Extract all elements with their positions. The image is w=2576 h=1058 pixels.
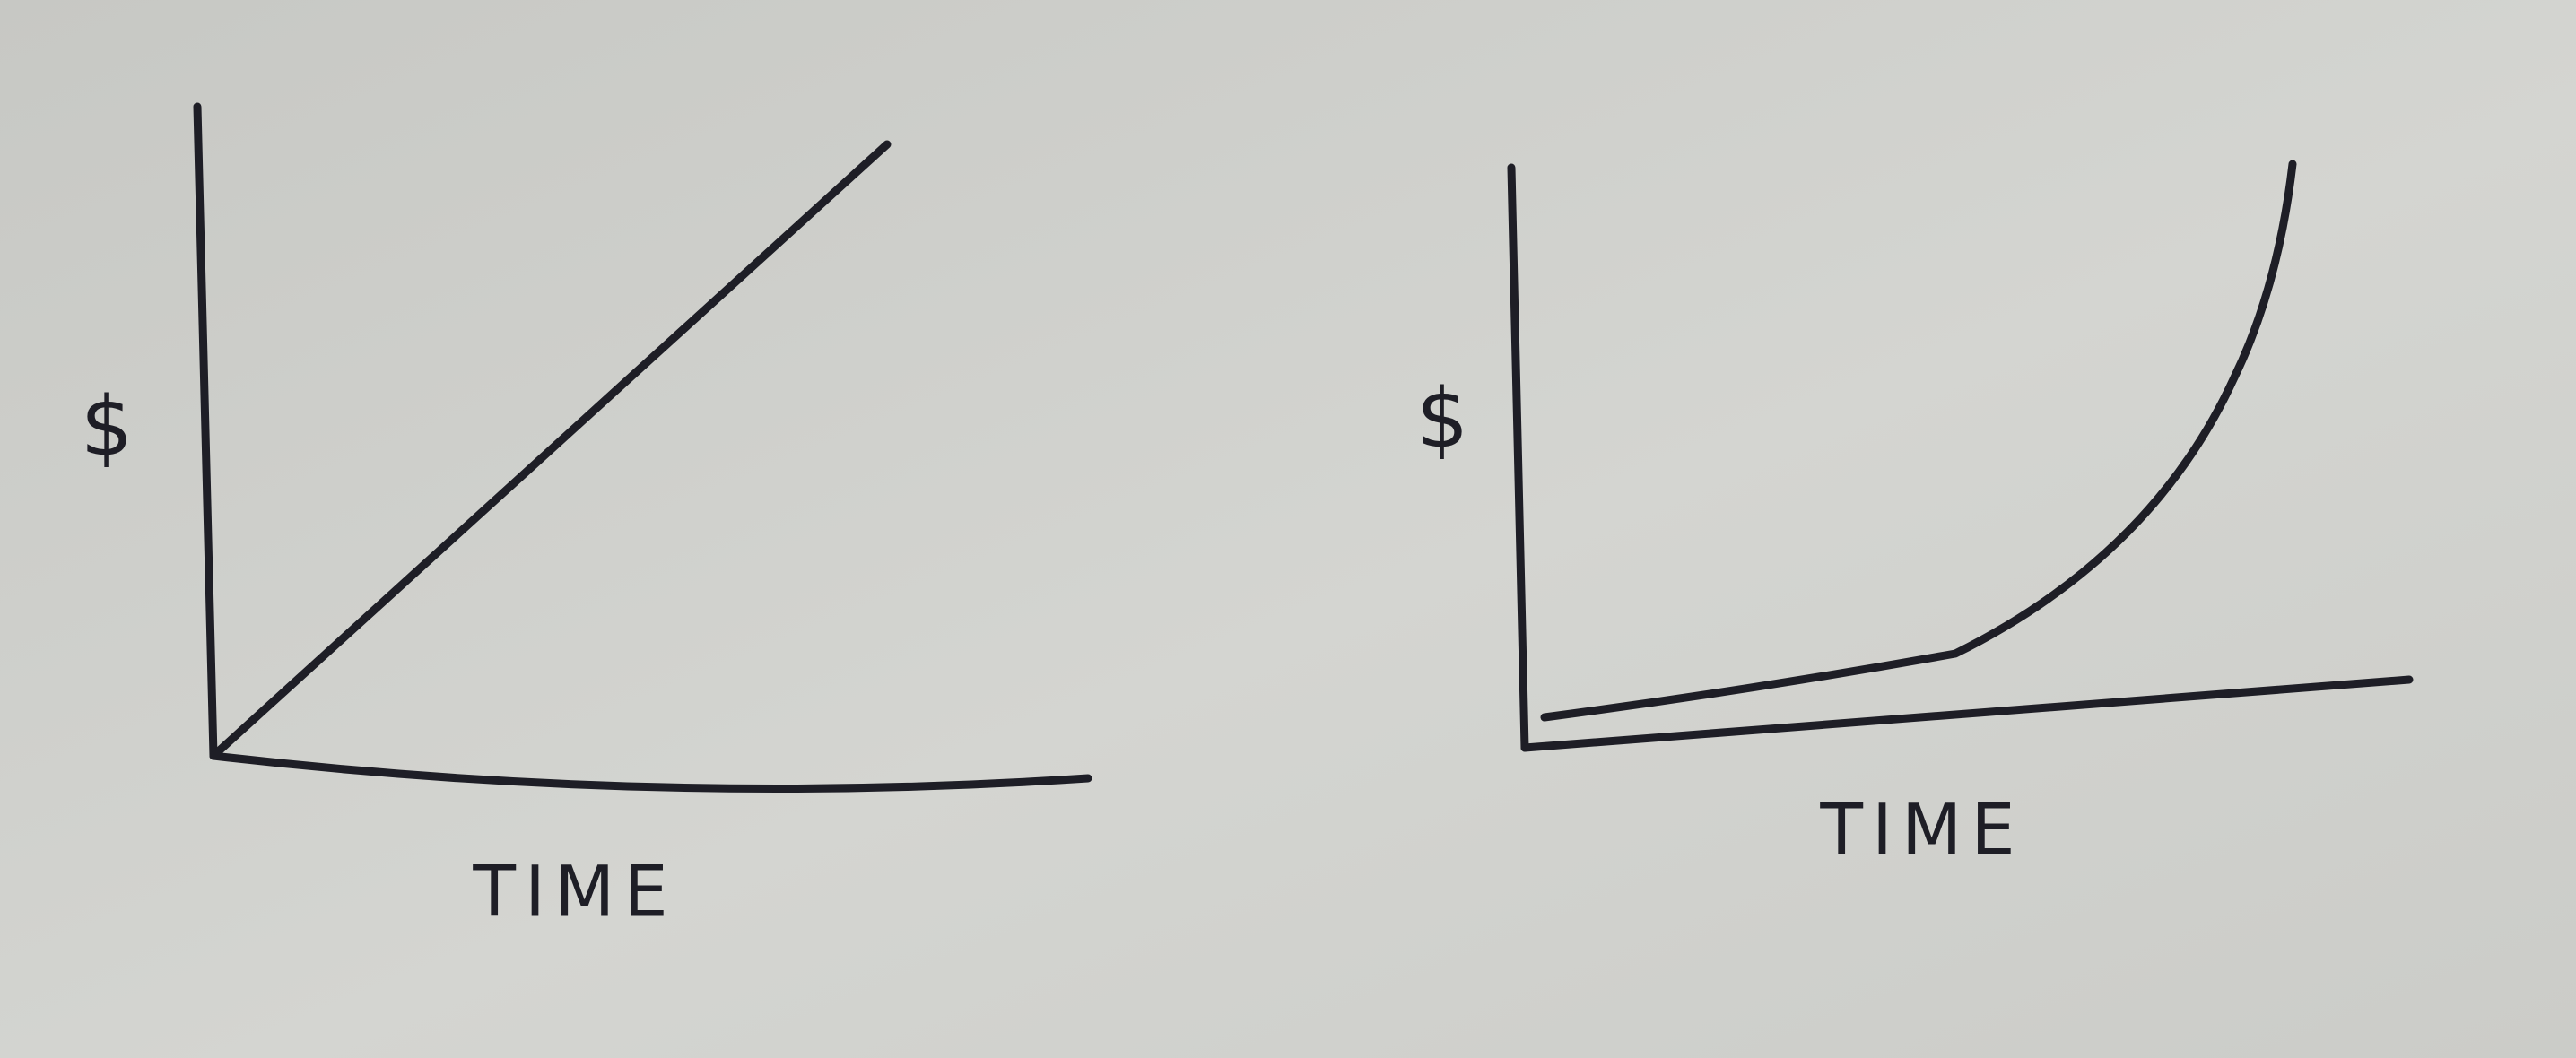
sketch-right: $ TIME [1416,160,2414,871]
x-axis-label: TIME [1819,790,2023,871]
y-axis [193,102,218,760]
sketch-left: $ TIME [81,102,1092,932]
y-axis-label: $ [1416,370,1469,466]
y-axis-label: $ [81,378,134,474]
x-axis-label: TIME [472,852,676,932]
x-axis [1520,675,2414,752]
exponential-curve [1540,160,2297,722]
linear-curve [209,140,892,760]
y-axis [1507,163,1529,752]
x-axis [209,751,1092,793]
